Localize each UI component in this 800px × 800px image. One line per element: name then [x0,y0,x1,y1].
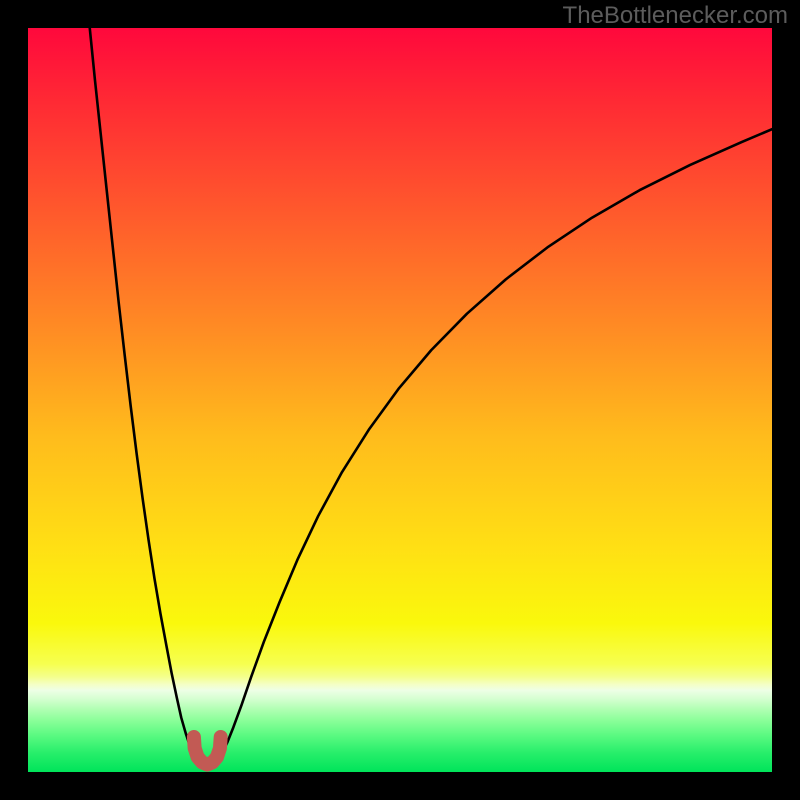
watermark-text: TheBottlenecker.com [563,2,788,30]
chart-frame [0,0,800,800]
